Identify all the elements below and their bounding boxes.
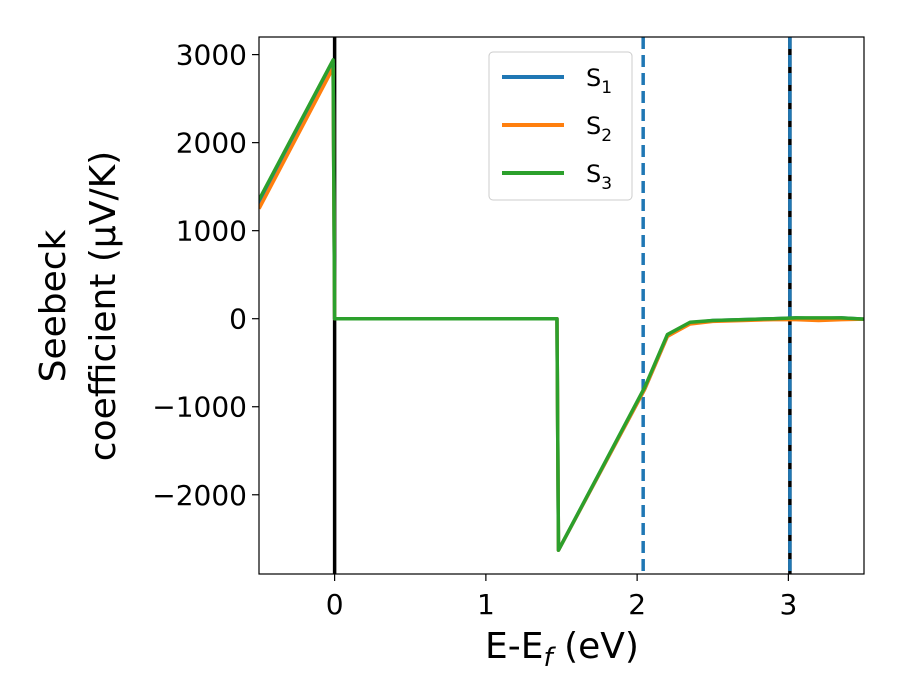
y-tick-label-3: 0 bbox=[229, 303, 247, 336]
legend-label-3: S3 bbox=[586, 160, 612, 194]
legend: S1 S2 S3 bbox=[488, 51, 633, 201]
x-tick-label-1: 1 bbox=[477, 588, 495, 621]
y-tick-label-2: 1000 bbox=[176, 215, 247, 248]
legend-label-1: S1 bbox=[586, 64, 612, 98]
x-axis-label: E-Ef (eV) bbox=[485, 626, 639, 673]
x-tick-label-2: 2 bbox=[628, 588, 646, 621]
y-axis-label-line1: Seebeck bbox=[33, 229, 74, 382]
y-tick-label-4: −1000 bbox=[152, 391, 247, 424]
y-tick-label-0: 3000 bbox=[176, 39, 247, 72]
y-tick-label-1: 2000 bbox=[176, 127, 247, 160]
legend-label-2: S2 bbox=[586, 112, 612, 146]
y-axis-label: Seebeck coefficient (μV/K) bbox=[33, 151, 124, 461]
y-axis-label-line2: coefficient (μV/K) bbox=[83, 151, 124, 461]
x-tick-label-0: 0 bbox=[326, 588, 344, 621]
plot-frame bbox=[258, 36, 865, 575]
series-line-3 bbox=[259, 58, 864, 552]
y-tick-label-5: −2000 bbox=[152, 479, 247, 512]
x-tick-label-3: 3 bbox=[779, 588, 797, 621]
